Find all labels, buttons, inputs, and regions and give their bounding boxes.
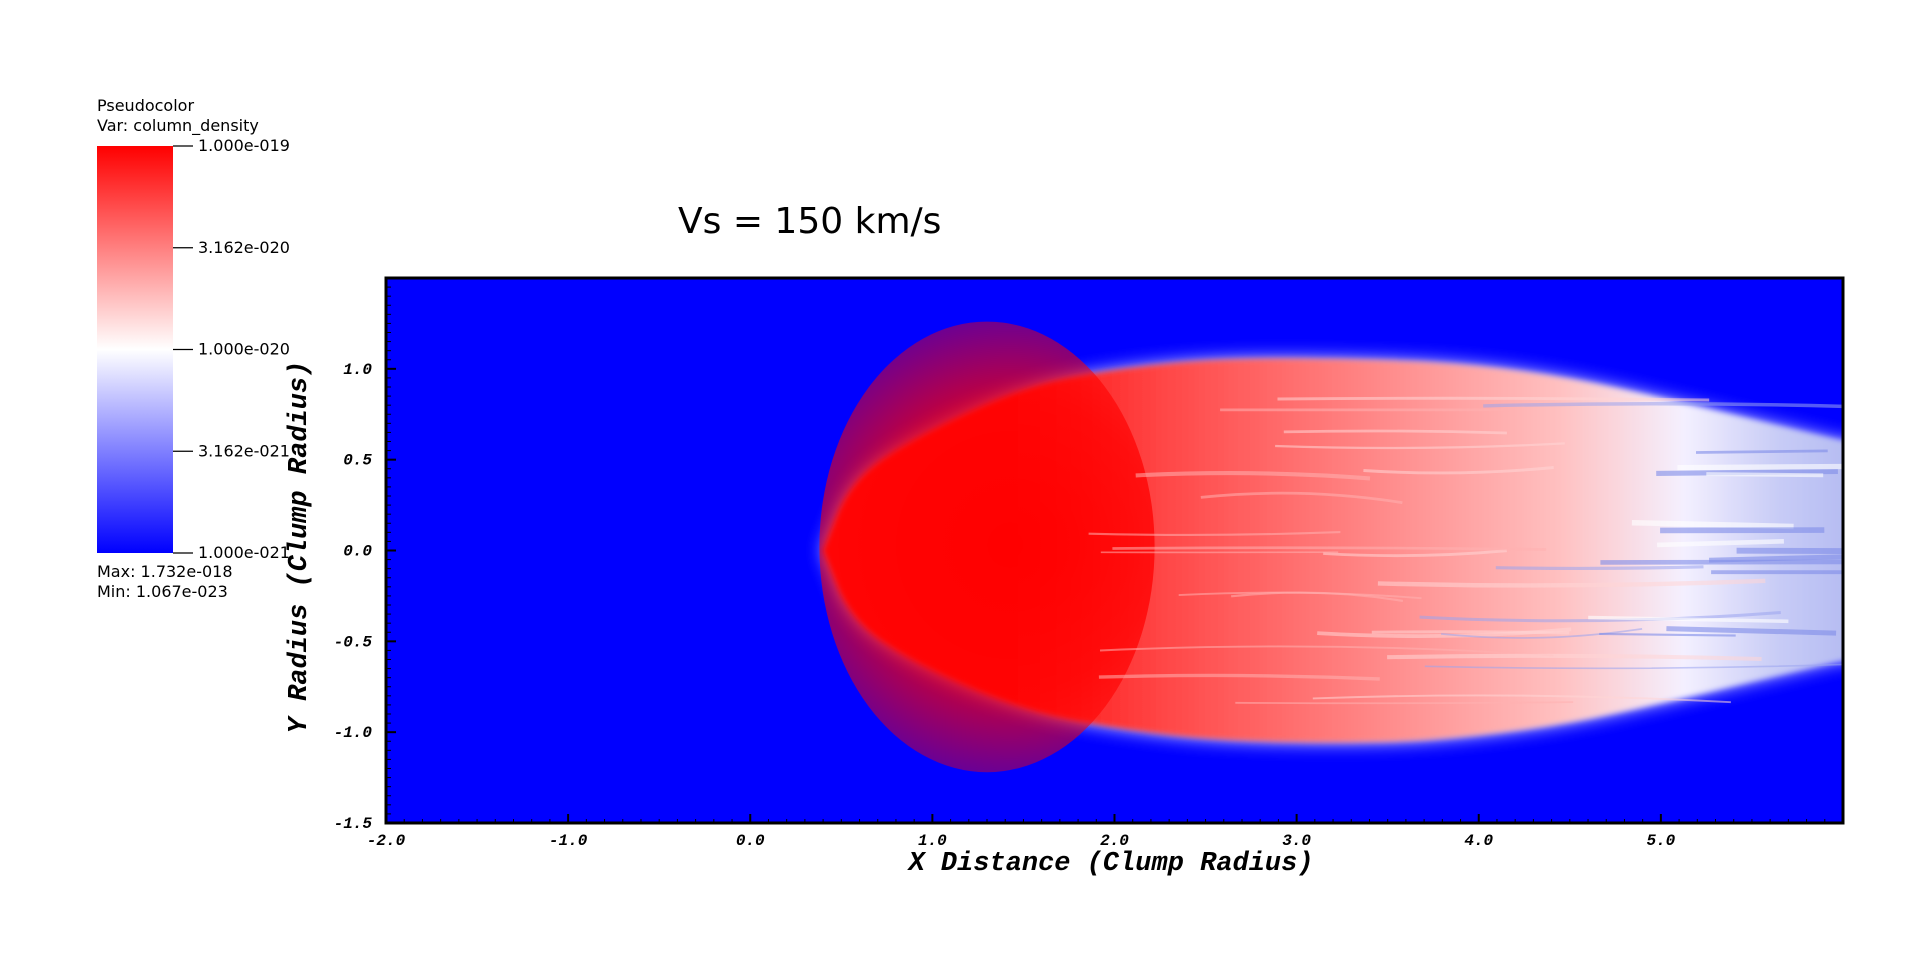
filament-streak	[1377, 578, 1766, 588]
filament-streak	[1666, 626, 1837, 636]
y-tick-label: -1.5	[334, 815, 373, 833]
filament-streak	[1088, 531, 1341, 536]
filament-streak	[1600, 559, 1843, 565]
filament-streak	[1277, 396, 1710, 402]
legend-title: Pseudocolor	[97, 96, 194, 115]
filament-streak	[1441, 628, 1643, 639]
filament-streak	[1709, 554, 1843, 563]
filament-streak	[1363, 466, 1554, 475]
chart-title: Vs = 150 km/s	[678, 201, 941, 242]
filament-streak	[1677, 463, 1843, 471]
filament-streak	[1323, 549, 1507, 558]
filament-streak	[1419, 611, 1781, 623]
filament-streak	[1283, 429, 1507, 435]
x-tick-label: -2.0	[367, 832, 406, 850]
colorbar-tick-label: 3.162e-020	[198, 238, 290, 257]
filament-streak	[1599, 632, 1736, 637]
filament-streak	[1495, 565, 1704, 571]
x-tick-label: 3.0	[1282, 832, 1311, 850]
y-tick-label: -0.5	[334, 633, 373, 651]
x-axis-label: X Distance (Clump Radius)	[906, 849, 1313, 879]
filament-streak	[1656, 468, 1838, 476]
filament-streak	[1424, 663, 1843, 670]
filament-streak	[1387, 653, 1762, 662]
filament-streak	[1178, 591, 1422, 600]
filament-streak	[1098, 673, 1380, 681]
x-tick-label: 2.0	[1100, 832, 1129, 850]
colorbar-tick-label: 1.000e-021	[198, 543, 290, 562]
colorbar-tick-label: 1.000e-020	[198, 340, 290, 359]
filament-streak	[1275, 442, 1565, 450]
y-tick-label: -1.0	[334, 724, 373, 742]
colorbar-tick-label: 3.162e-021	[198, 441, 290, 460]
colorbar-tick-label: 1.000e-019	[198, 136, 290, 155]
x-tick-label: -1.0	[549, 832, 588, 850]
clump-filaments	[1088, 396, 1843, 705]
density-field	[819, 321, 1843, 773]
y-tick-label: 1.0	[343, 361, 372, 379]
filament-streak	[1483, 402, 1843, 409]
filament-streak	[1657, 539, 1784, 548]
filament-streak	[1200, 491, 1403, 505]
x-axis-ticks: -2.0 -1.0 0.0 1.0 2.0 3.0 4.0 5.0	[367, 814, 1676, 850]
x-tick-label: 1.0	[918, 832, 947, 850]
legend-max-label: Max: 1.732e-018	[97, 562, 233, 581]
x-tick-label: 0.0	[736, 832, 765, 850]
filament-streak	[1312, 694, 1731, 704]
y-tick-label: 0.5	[343, 452, 372, 470]
y-tick-label: 0.0	[343, 543, 372, 561]
clump-core	[819, 321, 1155, 773]
legend-min-label: Min: 1.067e-023	[97, 582, 228, 601]
legend-var-label: Var: column_density	[97, 116, 259, 136]
filament-streak	[1317, 627, 1572, 638]
x-tick-label: 4.0	[1464, 832, 1493, 850]
filament-streak	[1695, 449, 1828, 454]
x-tick-label: 5.0	[1646, 832, 1675, 850]
y-minor-ticks	[386, 277, 391, 824]
filament-streak	[1135, 471, 1371, 481]
filament-streak	[1588, 615, 1789, 624]
filament-streak	[1706, 472, 1824, 478]
filament-streak	[1235, 701, 1574, 705]
filament-streak	[1112, 546, 1547, 551]
y-axis-ticks: -1.5 -1.0 -0.5 0.0 0.5 1.0	[334, 361, 396, 833]
filament-streak	[1099, 645, 1554, 657]
y-axis-label: Y Radius (Clump Radius)	[285, 361, 315, 734]
colorbar	[97, 146, 173, 553]
filament-streak	[1631, 519, 1794, 530]
plot-area: -2.0 -1.0 0.0 1.0 2.0 3.0 4.0 5.0 -1.5 -1.0 -0.5 0…	[334, 276, 1845, 850]
colorbar-legend: Pseudocolor Var: column_density 1.000e-0…	[97, 96, 290, 601]
